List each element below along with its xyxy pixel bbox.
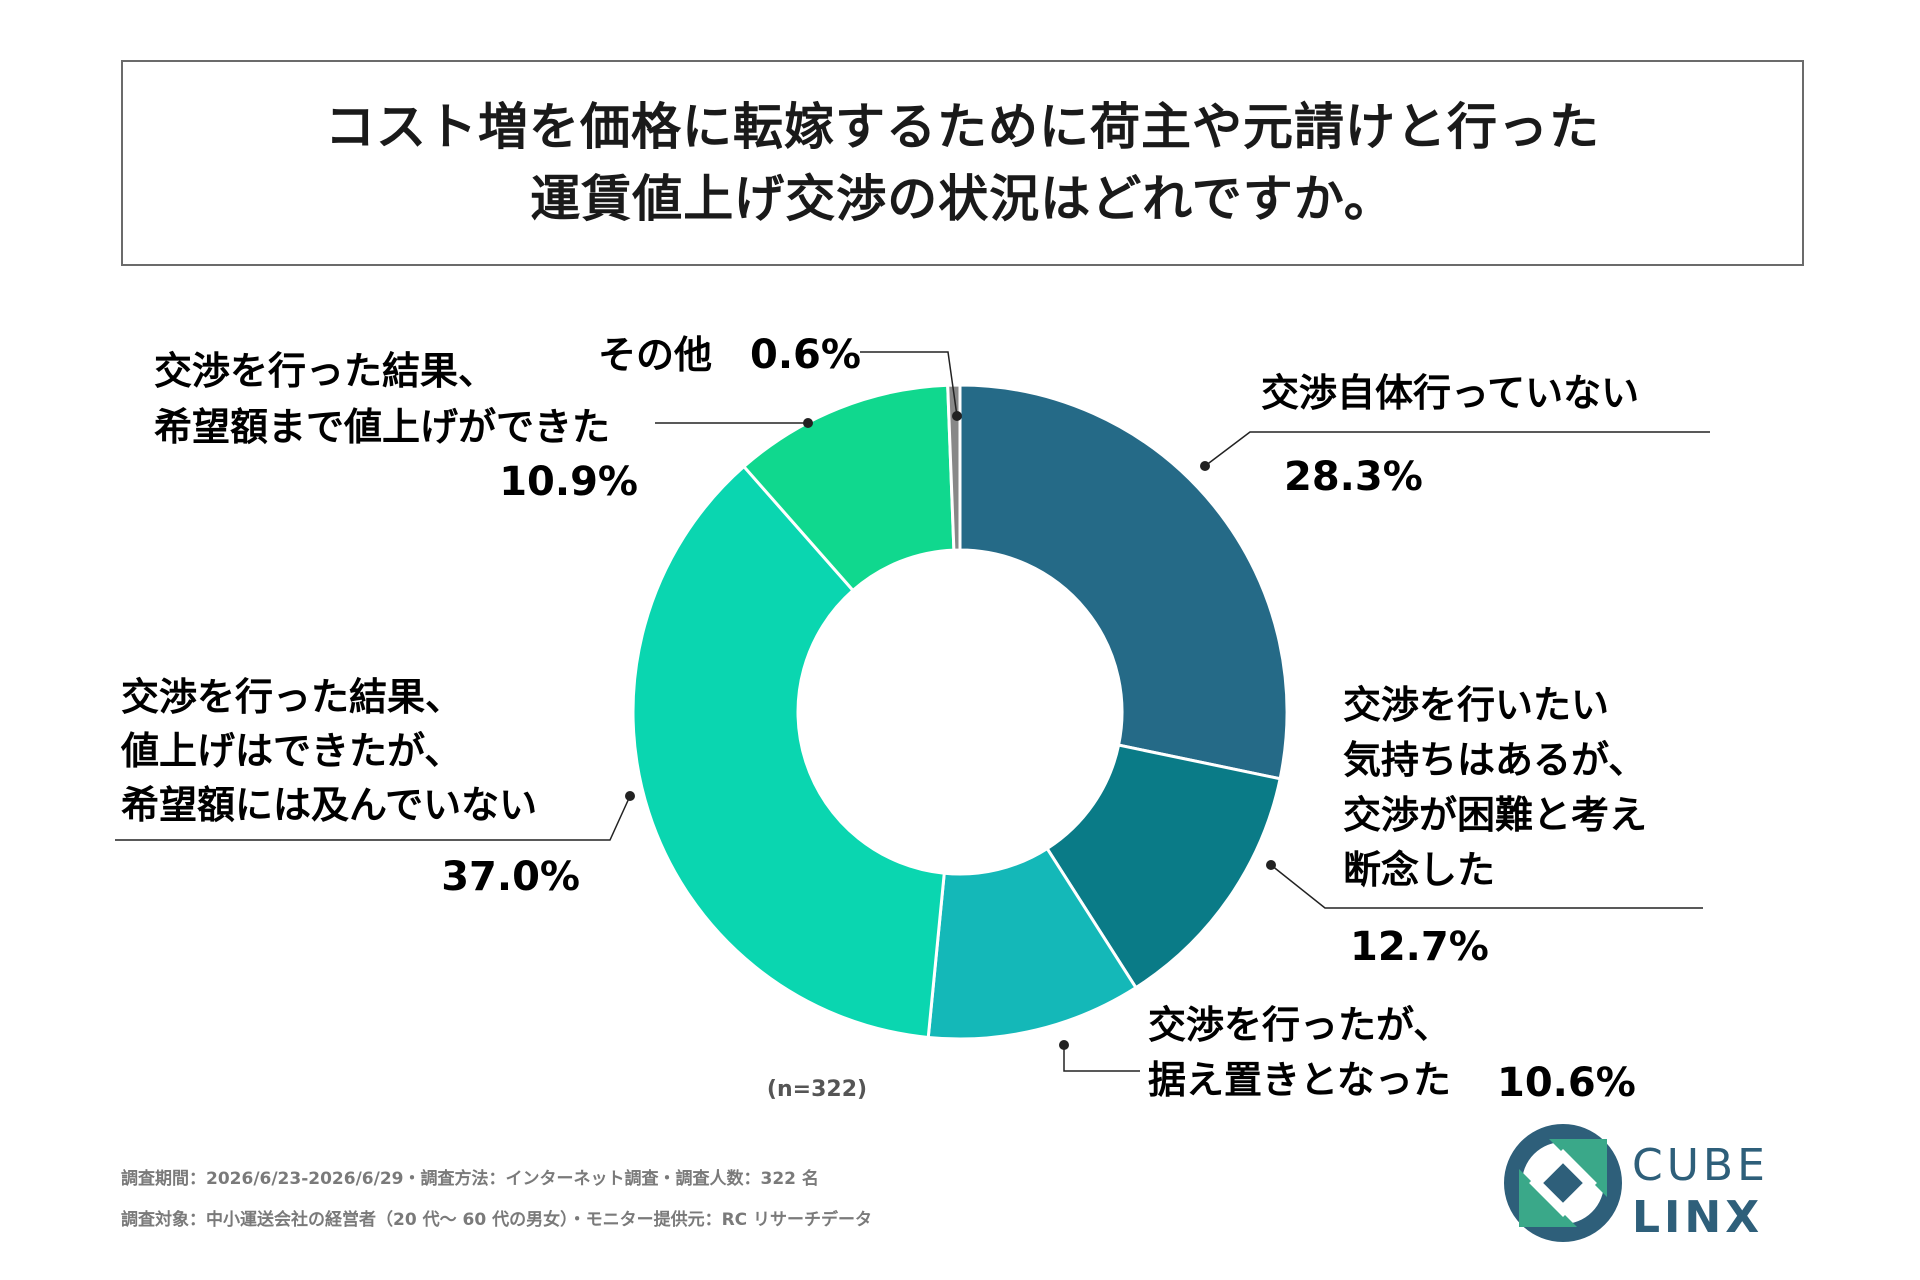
slice-label-s5-line1: その他 xyxy=(598,333,712,377)
sample-size: (n=322) xyxy=(767,1077,867,1102)
donut-slice-1 xyxy=(1045,743,1282,990)
leader-dot-s4 xyxy=(803,418,813,428)
label-group-s4: 交渉を行った結果、 希望額まで値上げができた 10.9% xyxy=(154,349,638,505)
donut-slice-0 xyxy=(958,383,1289,781)
leader-lines xyxy=(115,351,1710,1072)
leader-dot-s0 xyxy=(1200,461,1210,471)
slice-label-s2-line1: 交渉を行ったが、 xyxy=(1148,1003,1451,1047)
slice-value-s1: 12.7% xyxy=(1350,924,1489,970)
logo-text-linx: LINX xyxy=(1632,1192,1764,1243)
title-box: コスト増を価格に転嫁するために荷主や元請けと行った 運賃値上げ交渉の状況はどれで… xyxy=(121,60,1804,266)
slice-label-s1-line1: 交渉を行いたい xyxy=(1343,683,1609,727)
footer-survey-period: 調査期間：2026/6/23-2026/6/29・調査方法：インターネット調査・… xyxy=(121,1169,819,1189)
leader-line-s3 xyxy=(115,795,631,841)
slice-label-s3-line1: 交渉を行った結果、 xyxy=(121,675,463,719)
slice-label-s1-line3: 交渉が困難と考え xyxy=(1343,793,1647,837)
slice-label-s3-line3: 希望額には及んでいない xyxy=(121,783,537,827)
slice-label-s1-line4: 断念した xyxy=(1343,848,1495,892)
logo-mark xyxy=(1504,1124,1622,1242)
slice-label-s4-line1: 交渉を行った結果、 xyxy=(154,349,496,393)
leader-line-s5 xyxy=(860,351,958,417)
leader-line-s2 xyxy=(1063,1045,1140,1072)
leader-line-s0 xyxy=(1204,431,1710,467)
leader-dot-s3 xyxy=(625,791,635,801)
leader-dot-s5 xyxy=(952,411,962,421)
label-group-s1: 交渉を行いたい 気持ちはあるが、 交渉が困難と考え 断念した 12.7% xyxy=(1343,683,1647,970)
leader-dot-s1 xyxy=(1266,860,1276,870)
donut-slices xyxy=(631,383,1289,1041)
label-group-s5: その他 0.6% xyxy=(598,332,861,378)
leader-line-s1 xyxy=(1270,864,1703,909)
label-group-s2: 交渉を行ったが、 据え置きとなった 10.6% xyxy=(1148,1003,1636,1106)
slice-value-s5: 0.6% xyxy=(750,332,861,378)
title-line-2: 運賃値上げ交渉の状況はどれですか。 xyxy=(530,170,1395,228)
slice-label-s3-line2: 値上げはできたが、 xyxy=(120,729,462,773)
leader-dot-s2 xyxy=(1059,1040,1069,1050)
footer-survey-target: 調査対象：中小運送会社の経営者（20 代～ 60 代の男女）・モニター提供元：R… xyxy=(121,1210,873,1230)
slice-value-s0: 28.3% xyxy=(1284,454,1423,500)
logo-text-cube: CUBE xyxy=(1632,1140,1769,1191)
slice-label-s2-line2: 据え置きとなった xyxy=(1148,1058,1451,1102)
donut-slice-3 xyxy=(631,464,946,1040)
label-group-s0: 交渉自体行っていない 28.3% xyxy=(1261,371,1639,500)
slice-value-s2: 10.6% xyxy=(1497,1060,1636,1106)
donut-slice-5 xyxy=(946,383,962,552)
label-group-s3: 交渉を行った結果、 値上げはできたが、 希望額には及んでいない 37.0% xyxy=(120,675,580,900)
slice-label-s1-line2: 気持ちはあるが、 xyxy=(1343,738,1646,782)
slice-value-s3: 37.0% xyxy=(441,854,580,900)
title-line-1: コスト増を価格に転嫁するために荷主や元請けと行った xyxy=(325,98,1600,156)
slice-value-s4: 10.9% xyxy=(499,459,638,505)
slice-label-s0-line1: 交渉自体行っていない xyxy=(1261,371,1639,415)
slice-label-s4-line2: 希望額まで値上げができた xyxy=(154,405,610,449)
